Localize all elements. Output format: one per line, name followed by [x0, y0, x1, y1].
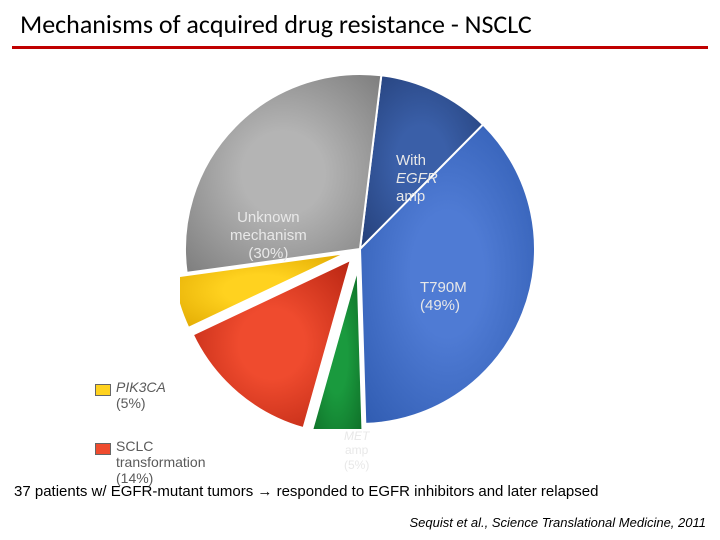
caption-text: 37 patients w/ EGFR-mutant tumors → resp…	[14, 483, 598, 500]
page-title: Mechanisms of acquired drug resistance -…	[20, 8, 700, 40]
legend-text-pik3ca: PIK3CA (5%)	[116, 379, 166, 411]
legend-text-sclc: SCLC transformation (14%)	[116, 438, 205, 486]
slice-label-unknown: Unknown mechanism (30%)	[230, 209, 307, 263]
chart-area: With EGFR amp T790M (49%) MET amp (5%) U…	[0, 49, 720, 479]
legend-swatch-pik3ca	[95, 384, 111, 396]
citation-text: Sequist et al., Science Translational Me…	[409, 515, 706, 530]
slice-label-egfr-amp: With EGFR amp	[396, 152, 438, 206]
slice-label-met: MET amp (5%)	[344, 429, 369, 472]
slice-label-t790m: T790M (49%)	[420, 279, 467, 315]
legend-swatch-sclc	[95, 443, 111, 455]
